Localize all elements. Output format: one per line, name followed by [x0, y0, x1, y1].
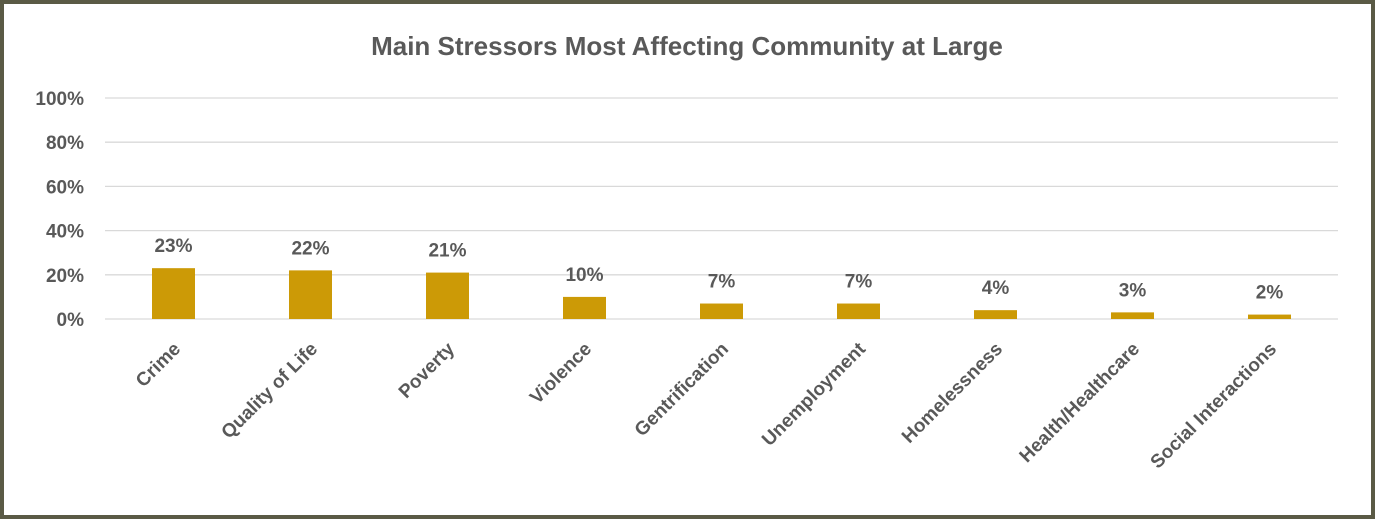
category-label: Health/Healthcare — [1016, 339, 1144, 467]
category-label: Crime — [132, 339, 185, 392]
bar — [152, 268, 195, 319]
bar — [700, 303, 743, 319]
data-label: 3% — [1119, 280, 1147, 301]
y-tick-label: 80% — [46, 133, 84, 154]
y-axis-ticks: 0% 20% 40% 60% 80% 100% — [35, 89, 84, 331]
category-label: Poverty — [395, 338, 459, 402]
category-label: Quality of Life — [218, 339, 322, 443]
data-label: 22% — [291, 238, 329, 259]
data-label: 4% — [982, 278, 1010, 299]
bar — [1111, 312, 1154, 319]
category-labels: Crime Quality of Life Poverty Violence Gentr… — [132, 338, 1281, 473]
category-label: Social Interactions — [1147, 339, 1281, 473]
data-labels: 23% 22% 21% 10% 7% 7% 4% 3% 2% — [154, 236, 1283, 303]
bars — [152, 268, 1291, 319]
bar — [1248, 314, 1291, 319]
bar — [563, 296, 606, 319]
category-label: Homelessness — [898, 339, 1007, 448]
bar — [837, 303, 880, 319]
category-label: Violence — [526, 339, 596, 409]
data-label: 2% — [1256, 283, 1284, 304]
data-label: 21% — [428, 241, 466, 262]
data-label: 23% — [154, 236, 192, 257]
y-tick-label: 0% — [57, 310, 85, 331]
y-tick-label: 60% — [46, 177, 84, 198]
bar — [289, 270, 332, 319]
data-label: 7% — [845, 272, 873, 293]
y-tick-label: 20% — [46, 266, 84, 287]
category-label: Unemployment — [758, 338, 870, 450]
bar — [974, 310, 1017, 319]
y-tick-label: 40% — [46, 222, 84, 243]
chart-title: Main Stressors Most Affecting Community … — [371, 31, 1003, 61]
data-label: 10% — [565, 265, 603, 286]
category-label: Gentrification — [631, 339, 733, 441]
bar — [426, 272, 469, 319]
data-label: 7% — [708, 272, 736, 293]
y-tick-label: 100% — [35, 89, 84, 110]
